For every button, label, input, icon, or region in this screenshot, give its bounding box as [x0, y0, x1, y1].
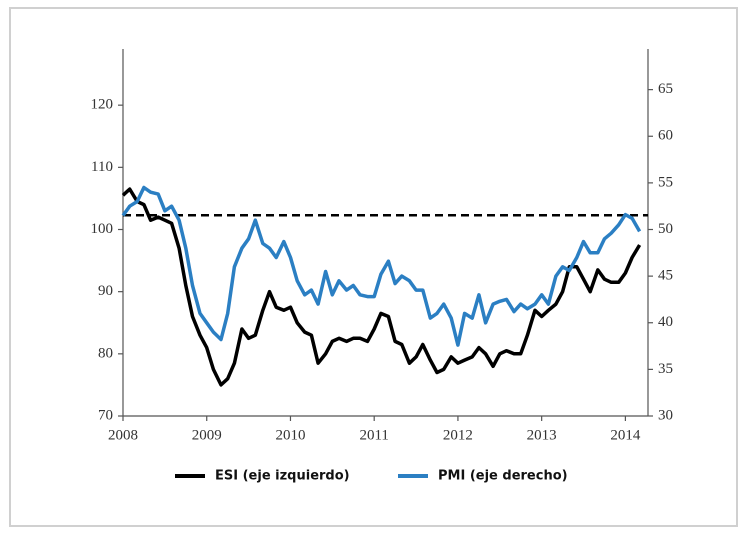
series-line	[121, 187, 642, 387]
x-tick-label: 2009	[192, 427, 222, 443]
x-tick-label: 2010	[275, 427, 305, 443]
x-tick-label: 2011	[359, 427, 388, 443]
y-tick-label: 70	[98, 407, 113, 423]
y2-tick-label: 60	[658, 128, 673, 144]
x-tick-label: 2012	[443, 427, 473, 443]
y-tick-label: 90	[98, 283, 113, 299]
y-tick-label: 120	[91, 97, 114, 113]
x-tick-label: 2008	[108, 427, 138, 443]
x-tick-label: 2014	[610, 427, 641, 443]
y2-tick-label: 55	[658, 174, 673, 190]
y2-tick-label: 65	[658, 81, 673, 97]
x-tick-label: 2013	[527, 427, 557, 443]
y2-tick-label: 45	[658, 268, 673, 284]
series-line	[121, 185, 642, 347]
y-tick-label: 80	[98, 345, 113, 361]
y-tick-label: 110	[91, 159, 113, 175]
frame	[9, 7, 738, 527]
y2-tick-label: 30	[658, 407, 673, 423]
y-tick-label: 100	[91, 221, 114, 237]
y2-tick-label: 50	[658, 221, 673, 237]
y2-tick-label: 40	[658, 314, 673, 330]
y2-tick-label: 35	[658, 361, 673, 377]
legend-label: PMI (eje derecho)	[438, 469, 568, 484]
legend-label: ESI (eje izquierdo)	[215, 469, 350, 484]
